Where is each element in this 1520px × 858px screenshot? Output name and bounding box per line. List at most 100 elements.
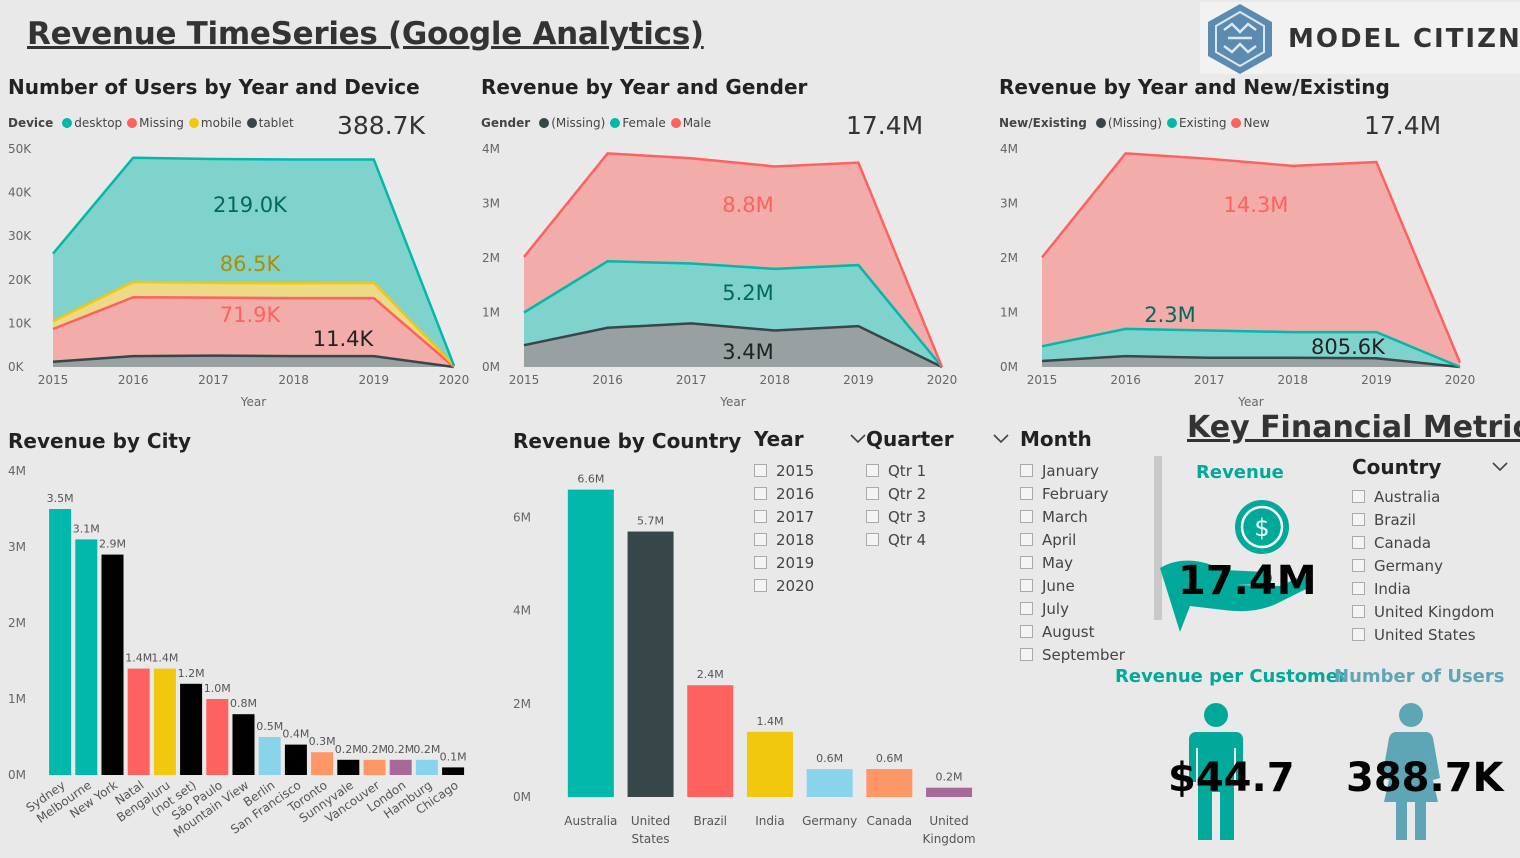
slicer-item[interactable]: Australia: [1352, 485, 1508, 508]
checkbox[interactable]: [1352, 559, 1365, 572]
checkbox[interactable]: [1020, 510, 1033, 523]
checkbox[interactable]: [1352, 536, 1365, 549]
legend-item-existing[interactable]: Existing: [1165, 116, 1226, 130]
slicer-item[interactable]: September: [1020, 643, 1125, 666]
slicer-item[interactable]: April: [1020, 528, 1125, 551]
checkbox[interactable]: [1020, 464, 1033, 477]
bar-data-label: 0.4M: [282, 728, 309, 741]
legend-item-desktop[interactable]: desktop: [60, 116, 122, 130]
legend-item-missing[interactable]: (Missing): [537, 116, 605, 130]
checkbox[interactable]: [866, 464, 879, 477]
checkbox[interactable]: [866, 510, 879, 523]
checkbox[interactable]: [1352, 628, 1365, 641]
y-tick-label: 50K: [8, 142, 32, 156]
gender-chart-legend: Gender (Missing) Female Male: [481, 116, 711, 130]
checkbox[interactable]: [754, 464, 767, 477]
checkbox[interactable]: [1352, 582, 1365, 595]
legend-item-tablet[interactable]: tablet: [245, 116, 294, 130]
slicer-item[interactable]: 2016: [754, 482, 866, 505]
slicer-item[interactable]: 2020: [754, 574, 866, 597]
line-series-missing: [1041, 354, 1461, 369]
slicer-item[interactable]: August: [1020, 620, 1125, 643]
slicer-item[interactable]: Qtr 1: [866, 459, 954, 482]
bar-data-label: 0.6M: [876, 752, 903, 765]
legend-dot-icon: [188, 118, 199, 128]
slicer-item[interactable]: Qtr 2: [866, 482, 954, 505]
slicer-item[interactable]: February: [1020, 482, 1125, 505]
city-bar-chart[interactable]: 4M3M2M1M0M3.5MSydney3.1MMelbourne2.9MNew…: [0, 455, 495, 855]
slicer-item[interactable]: United Kingdom: [1352, 600, 1508, 623]
checkbox[interactable]: [1352, 605, 1365, 618]
line-series-desktop: [52, 156, 456, 367]
slicer-item[interactable]: United States: [1352, 623, 1508, 646]
checkbox[interactable]: [1352, 490, 1365, 503]
checkbox[interactable]: [1020, 556, 1033, 569]
line-series-tablet: [52, 354, 455, 369]
x-axis-title: Year: [240, 395, 266, 409]
slicer-item[interactable]: June: [1020, 574, 1125, 597]
quarter-slicer: Quarter Qtr 1 Qtr 2 Qtr 3 Qtr 4: [866, 427, 954, 551]
area-series-tablet: [53, 355, 454, 367]
newex-area-chart[interactable]: 4M 3M 2M 1M 0M 2015 2016 2017 2018 2019 2020 Year 14…: [996, 140, 1496, 415]
checkbox[interactable]: [866, 533, 879, 546]
checkbox[interactable]: [1020, 533, 1033, 546]
year-slicer-title: Year: [754, 427, 804, 451]
slicer-item[interactable]: May: [1020, 551, 1125, 574]
legend-title: Device: [8, 116, 54, 130]
legend-item-missing[interactable]: Missing: [125, 116, 184, 130]
slicer-item[interactable]: 2018: [754, 528, 866, 551]
bar-london: [389, 759, 412, 775]
y-tick-label: 3M: [1000, 197, 1018, 211]
brand-name: MODEL CITIZN: [1288, 24, 1520, 54]
legend-dot-icon: [246, 118, 257, 128]
x-tick-label: 2018: [760, 373, 791, 387]
chevron-down-icon[interactable]: [993, 434, 1009, 444]
country-bar-chart[interactable]: 6M 4M 2M 0M 6.6M Australia 5.7M United States 2.4…: [500, 455, 990, 855]
slicer-item[interactable]: 2015: [754, 459, 866, 482]
bar-sunnyvale: [337, 759, 360, 775]
slicer-item[interactable]: 2017: [754, 505, 866, 528]
checkbox[interactable]: [754, 510, 767, 523]
checkbox[interactable]: [1020, 625, 1033, 638]
month-slicer-title: Month: [1020, 427, 1092, 451]
checkbox[interactable]: [1352, 513, 1365, 526]
legend-item-missing[interactable]: (Missing): [1094, 116, 1162, 130]
slicer-item[interactable]: Canada: [1352, 531, 1508, 554]
legend-item-female[interactable]: Female: [608, 116, 666, 130]
slicer-item[interactable]: Germany: [1352, 554, 1508, 577]
bar-germany: [806, 769, 853, 797]
slicer-item[interactable]: July: [1020, 597, 1125, 620]
slicer-item[interactable]: January: [1020, 459, 1125, 482]
y-tick-label: 4M: [8, 464, 26, 478]
checkbox[interactable]: [754, 487, 767, 500]
x-tick-label: 2020: [927, 373, 958, 387]
chevron-down-icon[interactable]: [1492, 462, 1508, 472]
users-area-chart[interactable]: 50K 40K 30K 20K 10K 0K 2015 2016 2017 2018 2019 202…: [0, 140, 480, 415]
x-tick-label: 2015: [38, 373, 69, 387]
chevron-down-icon[interactable]: [850, 434, 866, 444]
y-tick-label: 1M: [8, 692, 26, 706]
gender-area-chart[interactable]: 4M 3M 2M 1M 0M 2015 2016 2017 2018 2019 2020 Year 8.…: [478, 140, 978, 415]
checkbox[interactable]: [1020, 487, 1033, 500]
slicer-item[interactable]: 2019: [754, 551, 866, 574]
slicer-item[interactable]: March: [1020, 505, 1125, 528]
checkbox[interactable]: [754, 556, 767, 569]
x-tick-label: 2018: [1278, 373, 1309, 387]
slicer-item[interactable]: Qtr 3: [866, 505, 954, 528]
legend-item-new[interactable]: New: [1229, 116, 1270, 130]
checkbox[interactable]: [1020, 602, 1033, 615]
slicer-item[interactable]: India: [1352, 577, 1508, 600]
checkbox[interactable]: [866, 487, 879, 500]
legend-item-mobile[interactable]: mobile: [187, 116, 242, 130]
checkbox[interactable]: [1020, 579, 1033, 592]
checkbox[interactable]: [1020, 648, 1033, 661]
checkbox[interactable]: [754, 579, 767, 592]
slicer-item[interactable]: Brazil: [1352, 508, 1508, 531]
checkbox[interactable]: [754, 533, 767, 546]
bar-data-label: 0.5M: [256, 720, 283, 733]
month-slicer-scrollbar[interactable]: [1154, 456, 1162, 620]
legend-item-male[interactable]: Male: [669, 116, 711, 130]
area-series-male: [524, 153, 942, 367]
bar-united-kingdom: [926, 787, 973, 797]
slicer-item[interactable]: Qtr 4: [866, 528, 954, 551]
